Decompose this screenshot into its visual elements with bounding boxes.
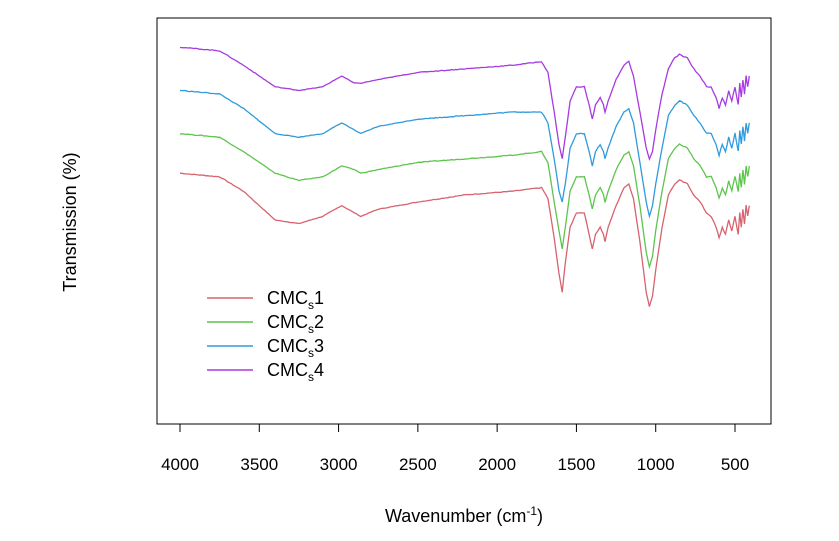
x-tick-label: 2000 xyxy=(478,455,516,474)
legend-label: CMCs1 xyxy=(267,288,324,312)
series-line-cmcs4 xyxy=(179,46,750,161)
legend-label: CMCs3 xyxy=(267,336,324,360)
x-axis-label-superscript: -1 xyxy=(526,504,537,518)
series-layer xyxy=(179,46,750,307)
x-tick-label: 3500 xyxy=(240,455,278,474)
x-axis-label: Wavenumber (cm-1) xyxy=(385,504,543,526)
x-tick-label: 1000 xyxy=(637,455,675,474)
series-line-cmcs3 xyxy=(179,89,750,219)
series-line-cmcs2 xyxy=(179,133,750,270)
legend-label: CMCs2 xyxy=(267,312,324,336)
y-axis-label: Transmission (%) xyxy=(60,152,80,291)
x-tick-label: 2500 xyxy=(399,455,437,474)
x-tick-label: 500 xyxy=(721,455,749,474)
x-tick-label: 4000 xyxy=(161,455,199,474)
x-axis: 4000 3500 3000 2500 2000 1500 1000 500 xyxy=(161,423,749,474)
x-axis-label-close: ) xyxy=(537,506,543,526)
legend-label: CMCs4 xyxy=(267,360,324,384)
x-tick-label: 1500 xyxy=(558,455,596,474)
plot-frame xyxy=(156,17,772,425)
series-line-cmcs1 xyxy=(179,172,750,307)
x-tick-label: 3000 xyxy=(320,455,358,474)
